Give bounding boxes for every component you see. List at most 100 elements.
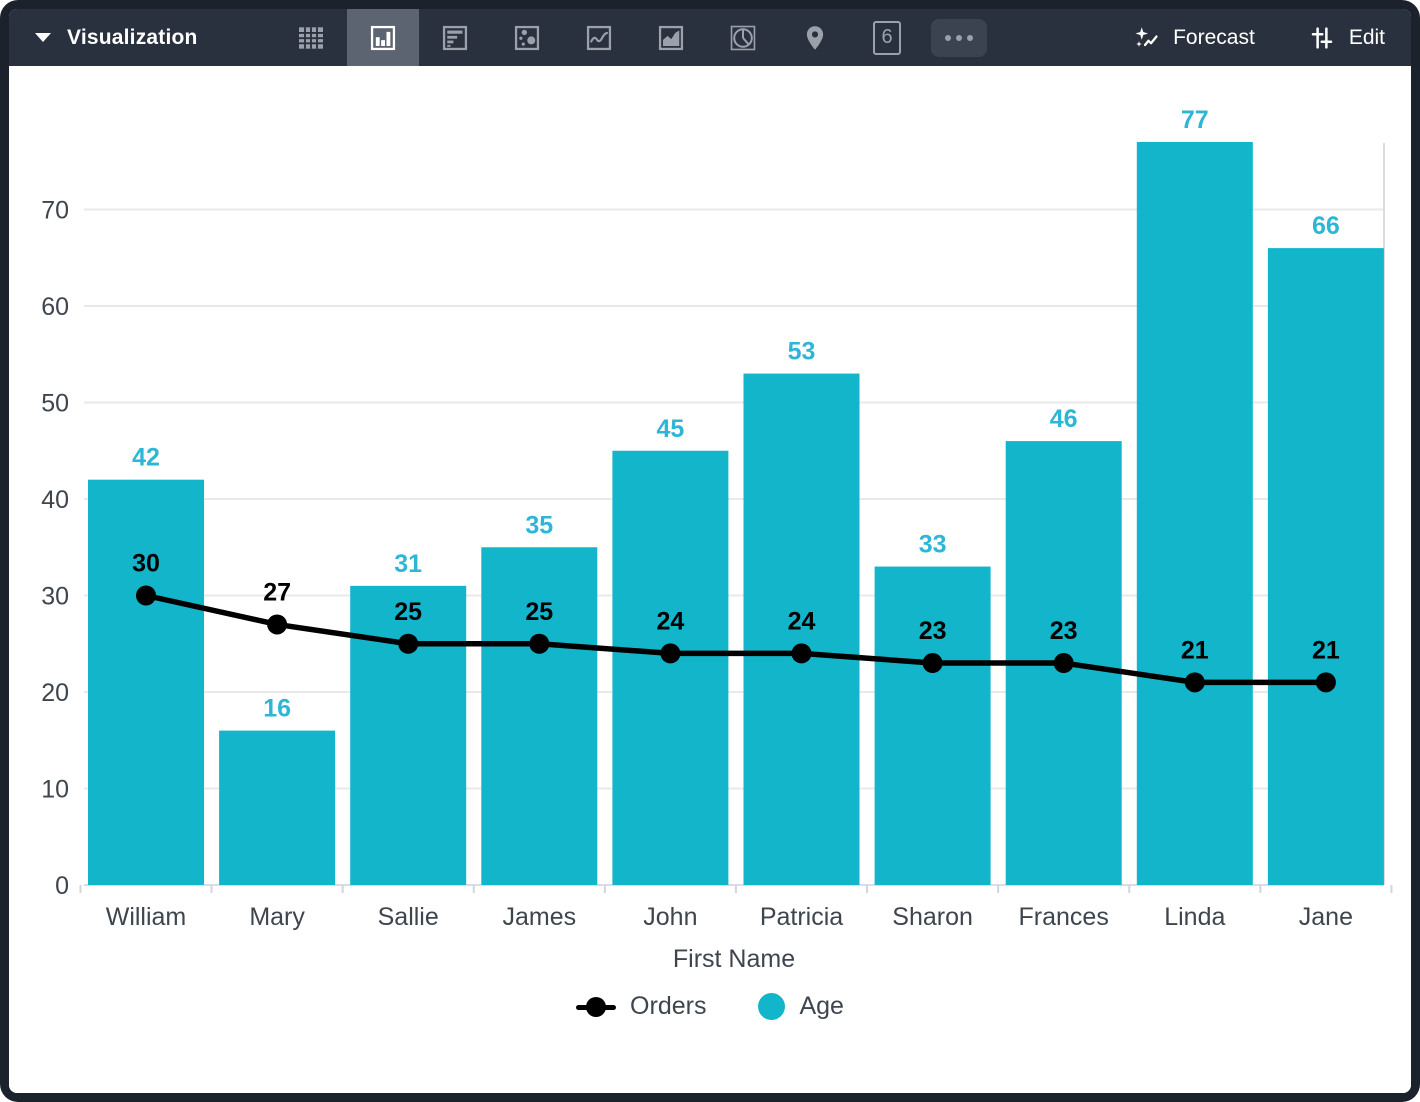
y-tick-label: 60 [41, 293, 69, 321]
more-options-icon [945, 34, 951, 41]
y-tick-label: 0 [55, 872, 69, 900]
bar-william[interactable] [88, 479, 204, 885]
area-chart-icon [655, 22, 687, 54]
forecast-sparkle-icon [1131, 23, 1161, 53]
x-axis-title: First Name [673, 945, 795, 973]
line-value-label: 25 [525, 598, 553, 626]
orders-point-jane[interactable] [1315, 672, 1336, 693]
x-tick-label: Sharon [892, 903, 973, 931]
chart-type-scatter-button[interactable] [491, 9, 563, 66]
chart-type-line-button[interactable] [563, 9, 635, 66]
orders-point-sallie[interactable] [398, 633, 419, 654]
pie-chart-icon [727, 22, 759, 54]
y-tick-label: 20 [41, 679, 69, 707]
orders-point-patricia[interactable] [791, 643, 812, 664]
orders-point-sharon[interactable] [922, 653, 943, 674]
x-tick-label: Sallie [378, 903, 439, 931]
bar-value-label: 31 [394, 550, 422, 578]
bar-sallie[interactable] [350, 585, 467, 885]
column-chart-icon [367, 22, 399, 54]
combo-chart: 0 10 20 30 40 50 60 70 42 16 31 35 45 53 33 46 77 66 Willi… [41, 106, 1393, 973]
orders-point-linda[interactable] [1184, 672, 1205, 693]
legend-item-orders[interactable]: Orders [576, 992, 706, 1021]
toolbar-title: Visualization [67, 25, 198, 49]
y-tick-label: 50 [41, 390, 69, 418]
line-value-label: 30 [132, 550, 160, 578]
y-tick-label: 30 [41, 583, 69, 611]
bar-linda[interactable] [1136, 141, 1253, 885]
chart-type-column-button[interactable] [347, 9, 419, 66]
line-value-label: 25 [394, 598, 422, 626]
edit-button[interactable]: Edit [1281, 9, 1411, 66]
x-tick-label: Jane [1299, 903, 1353, 931]
orders-line [145, 592, 1326, 686]
orders-point-frances[interactable] [1053, 653, 1074, 674]
edit-label: Edit [1348, 25, 1385, 49]
line-value-label: 24 [656, 607, 684, 635]
bar-john[interactable] [612, 450, 729, 885]
orders-point-james[interactable] [529, 633, 550, 654]
line-value-label: 23 [1050, 617, 1078, 645]
x-tick-label: Mary [249, 903, 305, 931]
orders-point-william[interactable] [136, 585, 156, 606]
bar-sharon[interactable] [874, 566, 991, 885]
chevron-down-icon [35, 33, 51, 42]
bar-james[interactable] [481, 547, 598, 885]
bar-value-label: 33 [919, 531, 947, 559]
bar-mary[interactable] [219, 730, 336, 885]
x-tick-label: William [106, 903, 187, 931]
chart-type-area-button[interactable] [635, 9, 707, 66]
line-value-label: 24 [788, 607, 816, 635]
bar-value-label: 35 [525, 511, 553, 539]
x-tick-label: Frances [1019, 903, 1109, 931]
chart-region: 0 10 20 30 40 50 60 70 42 16 31 35 45 53 33 46 77 66 Willi… [9, 66, 1411, 1093]
chart-type-single-value-button[interactable]: 6 [851, 9, 923, 66]
y-tick-label: 40 [41, 486, 69, 514]
line-value-label: 21 [1181, 636, 1209, 664]
bar-value-label: 66 [1312, 212, 1340, 240]
orders-line-marker-icon [576, 996, 617, 1017]
single-value-icon: 6 [873, 20, 901, 55]
more-chart-types-button[interactable] [931, 18, 987, 57]
bar-value-label: 45 [656, 415, 684, 443]
chart-type-pie-button[interactable] [707, 9, 779, 66]
legend-label-orders: Orders [630, 992, 707, 1020]
line-value-label: 21 [1312, 636, 1340, 664]
bar-patricia[interactable] [743, 373, 860, 885]
chart-type-bar-button[interactable] [419, 9, 491, 66]
scatter-chart-icon [511, 22, 543, 54]
x-tick-label: John [643, 903, 697, 931]
visualization-toolbar: Visualization [9, 9, 1411, 66]
orders-point-john[interactable] [660, 643, 681, 664]
chart-type-map-button[interactable] [779, 9, 851, 66]
bar-value-label: 42 [132, 444, 160, 472]
bar-jane[interactable] [1267, 248, 1384, 886]
line-chart-icon [583, 22, 615, 54]
x-tick-label: Patricia [760, 903, 843, 931]
map-pin-icon [799, 22, 831, 54]
forecast-button[interactable]: Forecast [1105, 9, 1281, 66]
bar-value-label: 77 [1181, 106, 1209, 134]
edit-settings-icon [1307, 23, 1337, 53]
y-tick-label: 10 [41, 776, 69, 804]
chart-legend: Orders Age [9, 992, 1411, 1021]
bar-chart-icon [439, 22, 471, 54]
chart-type-table-button[interactable] [275, 9, 347, 66]
x-tick-label: Linda [1164, 903, 1225, 931]
orders-point-mary[interactable] [267, 614, 288, 635]
y-tick-label: 70 [41, 197, 69, 225]
bar-value-label: 53 [788, 338, 816, 366]
visualization-collapse-toggle[interactable]: Visualization [9, 9, 275, 66]
line-value-label: 27 [263, 578, 291, 606]
legend-label-age: Age [799, 992, 844, 1020]
chart-type-picker: 6 [275, 9, 987, 66]
line-value-label: 23 [919, 617, 947, 645]
forecast-label: Forecast [1173, 25, 1255, 49]
legend-item-age[interactable]: Age [758, 992, 844, 1021]
age-circle-marker-icon [758, 993, 786, 1020]
bar-value-label: 46 [1050, 405, 1078, 433]
bar-value-label: 16 [263, 695, 291, 723]
x-tick-label: James [502, 903, 576, 931]
table-icon [295, 22, 327, 54]
